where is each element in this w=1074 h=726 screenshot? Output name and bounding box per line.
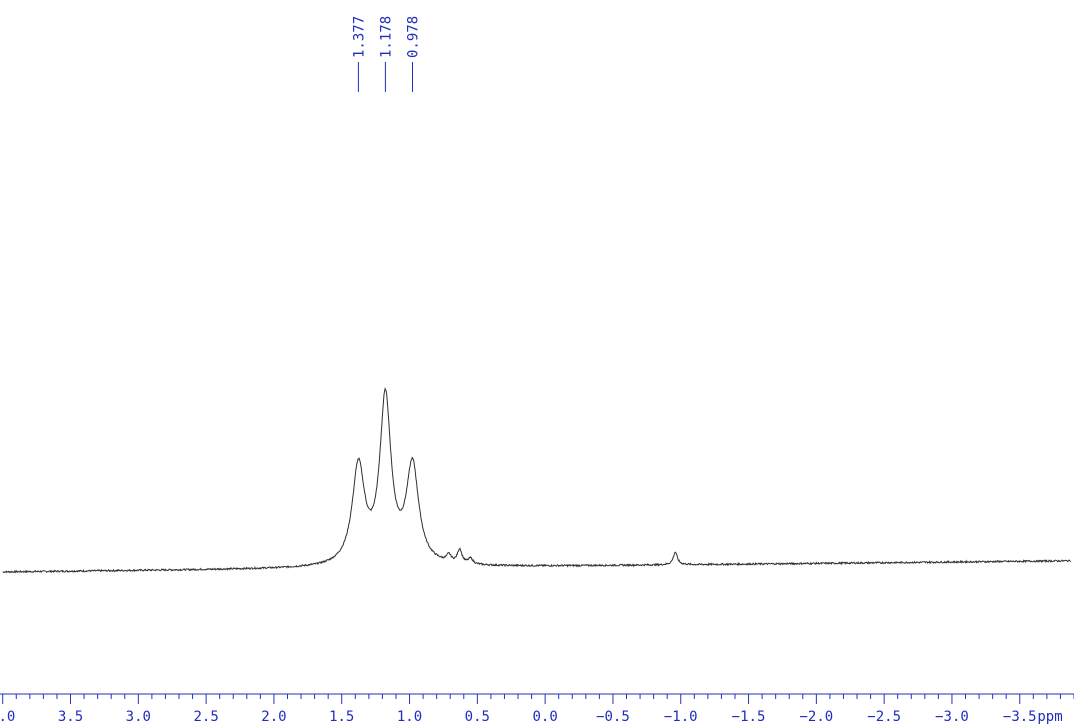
peak-label: 1.178 (378, 16, 394, 58)
tick-label: 0.5 (465, 709, 490, 725)
tick-label: −1.5 (732, 709, 766, 725)
tick-label: −3.0 (935, 709, 969, 725)
tick-label: 2.0 (261, 709, 286, 725)
x-axis-tick-labels: 4.0 3.5 3.0 2.5 2.0 1.5 1.0 0.5 0.0 −0.5 −1.0 −1.5 −… (0, 709, 1037, 725)
peak-label: 1.377 (351, 16, 367, 58)
tick-label: 0.0 (532, 709, 557, 725)
spectrum-trace (2, 386, 1071, 574)
tick-label: −1.0 (664, 709, 698, 725)
tick-label: 2.5 (193, 709, 218, 725)
peak-label: 0.978 (406, 16, 422, 58)
tick-label: −0.5 (596, 709, 630, 725)
tick-label: 4.0 (0, 709, 15, 725)
x-axis: 4.0 3.5 3.0 2.5 2.0 1.5 1.0 0.5 0.0 −0.5 −1.0 −1.5 −… (0, 693, 1074, 725)
tick-label: 3.5 (58, 709, 83, 725)
tick-label: 1.0 (397, 709, 422, 725)
x-axis-unit-label: ppm (1037, 709, 1062, 725)
tick-label: 1.5 (329, 709, 354, 725)
tick-label: −2.5 (867, 709, 901, 725)
tick-label: 3.0 (126, 709, 151, 725)
tick-label: −3.5 (1003, 709, 1037, 725)
x-axis-ticks (2, 694, 1074, 704)
tick-label: −2.0 (799, 709, 833, 725)
peak-label-group: 1.377 1.178 0.978 (351, 16, 422, 92)
